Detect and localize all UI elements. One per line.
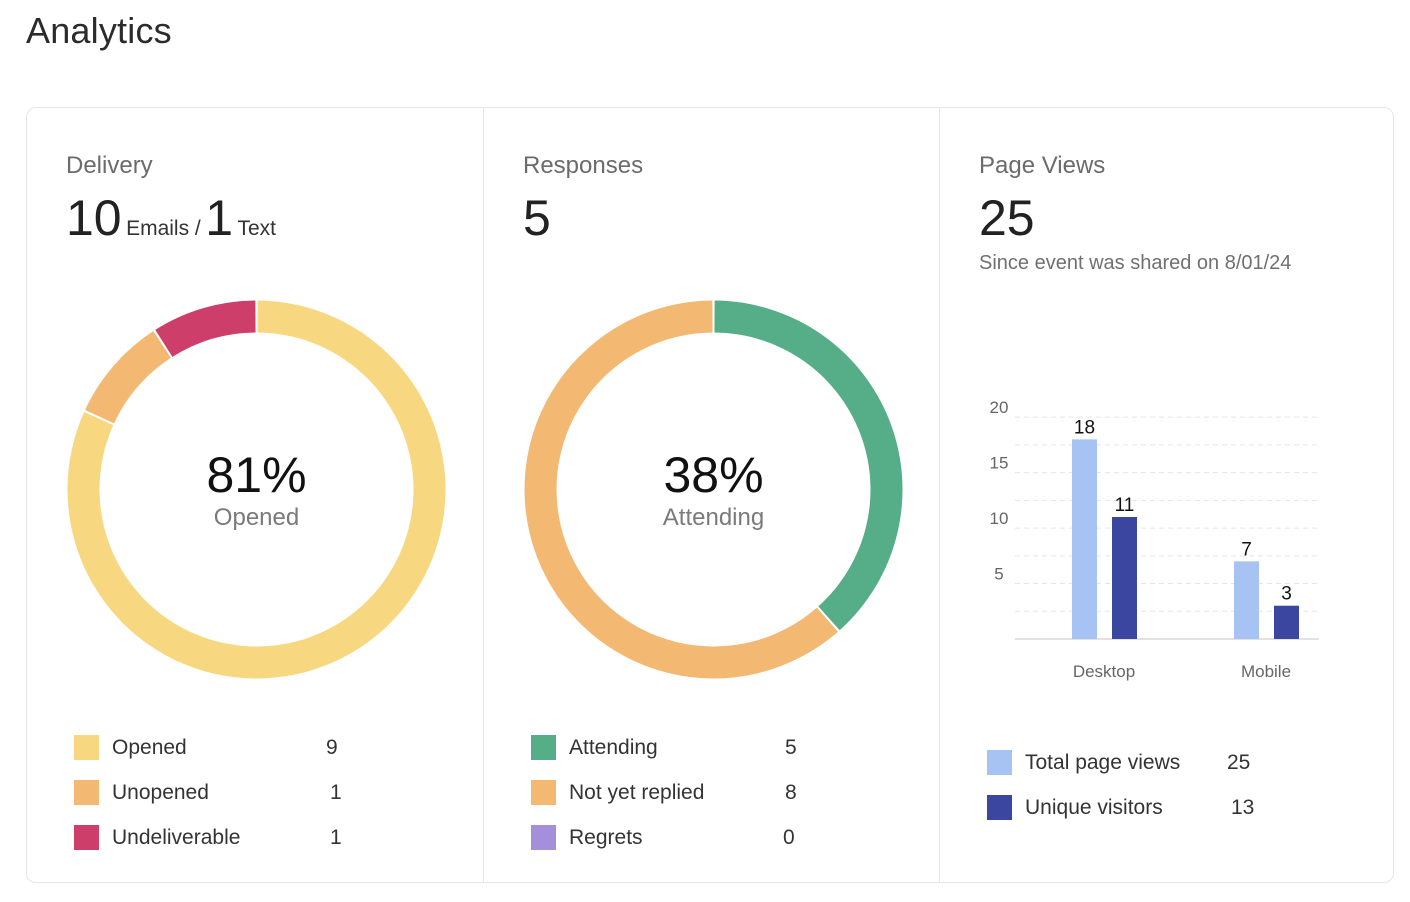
page-views-legend: Total page views 25 Unique visitors 13	[987, 740, 1287, 830]
bar-value-label: 7	[1241, 539, 1252, 560]
bar-desktop-total-page-views	[1072, 439, 1097, 639]
legend-label: Not yet replied	[569, 780, 705, 804]
donut-slice-attending	[714, 300, 903, 631]
legend-item-attending: Attending 5	[531, 725, 831, 770]
legend-label: Unique visitors	[1025, 795, 1163, 819]
legend-value: 5	[785, 735, 797, 759]
responses-panel: Responses 5 38% Attending Attending 5 No…	[483, 108, 939, 882]
legend-item-regrets: Regrets 0	[531, 815, 831, 860]
legend-swatch	[987, 795, 1012, 820]
legend-item-total-page-views: Total page views 25	[987, 740, 1287, 785]
page-views-subtitle: Since event was shared on 8/01/24	[979, 252, 1292, 274]
responses-label: Responses	[523, 152, 644, 179]
legend-value: 13	[1231, 795, 1255, 819]
legend-value: 0	[783, 825, 795, 849]
legend-label: Unopened	[112, 780, 209, 804]
legend-value: 25	[1227, 750, 1251, 774]
emails-count: 10	[66, 190, 122, 246]
page-views-headline: 25	[979, 188, 1035, 248]
bar-value-label: 18	[1074, 417, 1095, 438]
donut-slice-undeliverable	[155, 300, 256, 357]
page-views-count: 25	[979, 190, 1035, 246]
bar-value-label: 3	[1281, 584, 1292, 605]
emails-label: Emails /	[126, 217, 201, 240]
legend-value: 9	[326, 735, 338, 759]
legend-label: Total page views	[1025, 750, 1181, 774]
attending-percent-label: Attending	[662, 503, 765, 531]
legend-swatch	[531, 735, 556, 760]
analytics-card: Delivery 10 Emails / 1 Text 81% Opened O…	[26, 107, 1394, 883]
donut-slice-not-yet-replied	[524, 300, 838, 679]
legend-value: 8	[785, 780, 797, 804]
responses-headline: 5	[523, 188, 551, 248]
x-category-label: Desktop	[1073, 662, 1135, 681]
bar-desktop-unique-visitors	[1112, 517, 1137, 639]
legend-item-unopened: Unopened 1	[74, 770, 374, 815]
legend-swatch	[74, 780, 99, 805]
responses-count: 5	[523, 190, 551, 246]
legend-label: Opened	[112, 735, 187, 759]
legend-label: Undeliverable	[112, 825, 241, 849]
legend-item-not-yet-replied: Not yet replied 8	[531, 770, 831, 815]
opened-percent: 81%	[206, 446, 307, 503]
texts-count: 1	[205, 190, 234, 246]
page-title: Analytics	[26, 10, 172, 51]
page-views-panel: Page Views 25 Since event was shared on …	[939, 108, 1395, 882]
attending-percent: 38%	[663, 446, 764, 503]
opened-percent-label: Opened	[213, 503, 300, 531]
legend-swatch	[74, 825, 99, 850]
bar-value-label: 11	[1115, 495, 1135, 516]
legend-swatch	[987, 750, 1012, 775]
bar-mobile-total-page-views	[1234, 561, 1259, 639]
y-tick-label: 5	[994, 565, 1003, 584]
legend-value: 1	[330, 780, 342, 804]
legend-swatch	[531, 825, 556, 850]
texts-label: Text	[237, 217, 276, 240]
delivery-legend: Opened 9 Unopened 1 Undeliverable 1	[74, 725, 374, 860]
donut-slice-unopened	[85, 331, 171, 424]
legend-item-undeliverable: Undeliverable 1	[74, 815, 374, 860]
responses-donut-chart	[524, 300, 903, 679]
bar-mobile-unique-visitors	[1274, 605, 1299, 639]
delivery-headline: 10 Emails / 1 Text	[66, 188, 276, 248]
legend-label: Regrets	[569, 825, 643, 849]
legend-value: 1	[330, 825, 342, 849]
legend-item-opened: Opened 9	[74, 725, 374, 770]
delivery-panel: Delivery 10 Emails / 1 Text 81% Opened O…	[27, 108, 483, 882]
page-views-label: Page Views	[979, 152, 1106, 179]
responses-donut-center: 38% Attending	[523, 299, 904, 680]
page-views-bar-chart: 5 10 15 20 18 11 Desktop 7 3 Mobile	[990, 398, 1319, 681]
legend-label: Attending	[569, 735, 658, 759]
delivery-donut-center: 81% Opened	[66, 299, 447, 680]
legend-swatch	[74, 735, 99, 760]
delivery-label: Delivery	[66, 152, 153, 179]
delivery-donut-chart	[67, 300, 446, 679]
responses-legend: Attending 5 Not yet replied 8 Regrets 0	[531, 725, 831, 860]
x-category-label: Mobile	[1241, 662, 1291, 681]
legend-item-unique-visitors: Unique visitors 13	[987, 785, 1287, 830]
y-tick-label: 10	[990, 509, 1009, 528]
y-tick-label: 15	[990, 454, 1009, 473]
y-tick-label: 20	[990, 398, 1009, 417]
legend-swatch	[531, 780, 556, 805]
